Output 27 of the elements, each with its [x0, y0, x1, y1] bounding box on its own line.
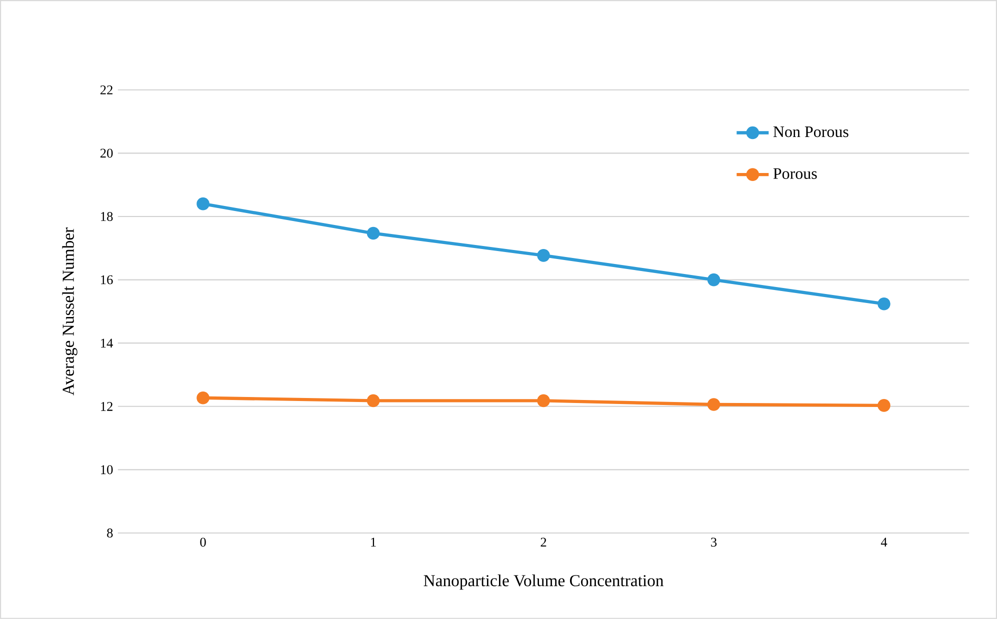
x-tick-label: 1 — [371, 538, 376, 547]
y-tick-label: 10 — [101, 465, 113, 474]
y-tick-label: 18 — [101, 212, 113, 222]
y-tick-label: 8 — [107, 528, 113, 538]
point — [366, 394, 380, 408]
y-tick-label: 22 — [100, 86, 112, 94]
point — [878, 399, 890, 412]
y-tick-label: 20 — [100, 148, 113, 158]
point — [196, 197, 210, 210]
x-tick-label: 2 — [540, 538, 546, 547]
point — [707, 398, 720, 411]
point — [366, 226, 380, 240]
point — [196, 392, 210, 404]
x-tick-label: 4 — [880, 538, 888, 547]
legend-label: Non Porous — [773, 126, 848, 138]
y-axis-title: Average Nusselt Number — [62, 228, 78, 396]
point — [537, 394, 550, 408]
point — [878, 297, 890, 310]
point — [707, 273, 720, 286]
x-tick-label: 0 — [200, 538, 206, 547]
y-tick-label: 12 — [101, 402, 112, 411]
x-axis-title: Nanoparticle Volume Concentration — [424, 574, 664, 590]
point — [537, 249, 550, 262]
legend-label: Porous — [773, 168, 817, 180]
y-tick-label: 16 — [101, 275, 113, 284]
x-tick-label: 3 — [711, 538, 717, 547]
y-tick-label: 14 — [101, 338, 113, 348]
